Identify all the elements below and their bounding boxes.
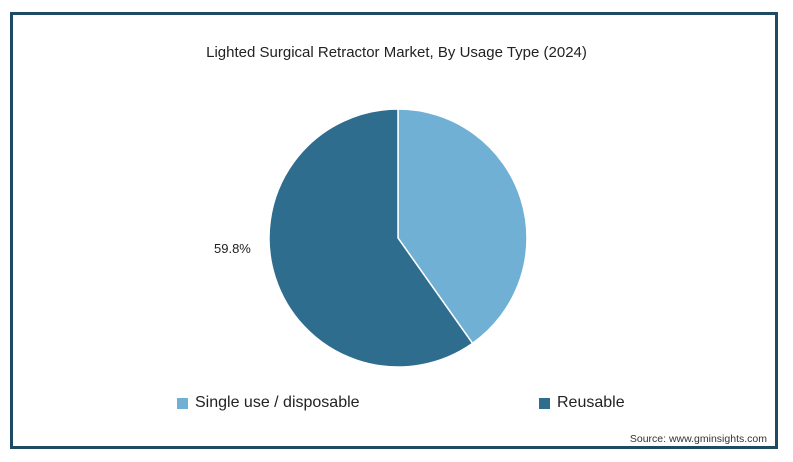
legend-swatch-reusable [539,397,550,409]
slice-label-reusable: 59.8% [214,241,251,256]
legend-swatch-single-use [177,397,188,409]
pie-slice-single-use [397,108,528,345]
legend-item-reusable: Reusable [539,394,625,412]
pie-chart [268,108,528,368]
legend-label-single-use: Single use / disposable [195,394,360,411]
pie-slice-reusable [268,108,474,368]
chart-title: Lighted Surgical Retractor Market, By Us… [206,44,587,61]
legend-label-reusable: Reusable [557,394,625,411]
source-note: Source: www.gminsights.com [629,433,767,445]
legend-item-single-use: Single use / disposable [177,394,360,412]
